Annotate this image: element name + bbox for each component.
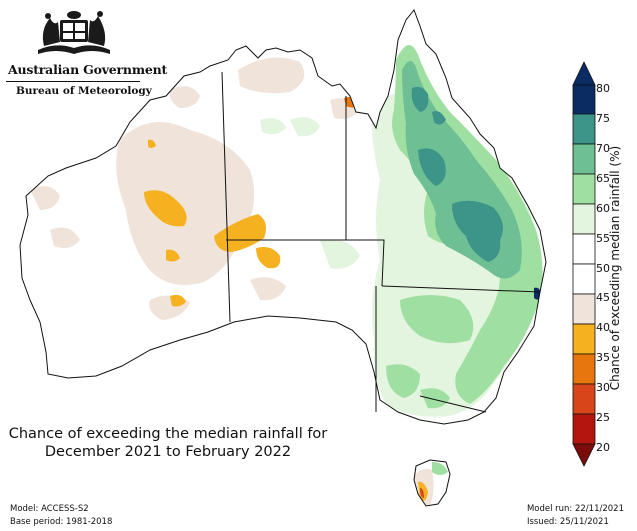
colorbar-tick: 20 [596,441,610,454]
mainland-rainfall-field [30,45,543,417]
colorbar-top-arrow [572,61,596,86]
colorbar-tick: 35 [596,351,610,364]
colorbar-tick: 75 [596,112,610,125]
issued-date: Issued: 25/11/2021 [526,517,609,527]
map-title-line2: December 2021 to February 2022 [44,444,292,460]
colorbar-tick: 45 [596,291,610,304]
header-divider [6,81,140,82]
colorbar-title: Chance of exceeding median rainfall (%) [608,145,622,391]
colorbar-tick: 50 [596,262,610,275]
map-title-line1: Chance of exceeding the median rainfall … [8,426,328,442]
tasmania-coastline [413,459,451,507]
coat-of-arms-logo [38,11,110,54]
colorbar-tick: 65 [596,172,610,185]
mainland-coastline [19,9,547,425]
tasmania-rainfall-field [414,460,450,506]
colorbar [572,61,596,467]
colorbar-tick: 40 [596,321,610,334]
colorbar-tick: 80 [596,82,610,95]
model-info: Model: ACCESS-S2 Base period: 1981-2018 [10,503,112,529]
colorbar-tick: 70 [596,142,610,155]
colorbar-tick: 55 [596,232,610,245]
base-period: Base period: 1981-2018 [10,517,113,527]
model-name: Model: ACCESS-S2 [10,504,89,514]
colorbar-bottom-arrow [572,443,596,467]
state-borders [221,71,541,413]
run-info: Model run: 22/11/2021 Issued: 25/11/2021 [527,503,624,529]
colorbar-tick: 30 [596,381,610,394]
government-name: Australian Government [8,62,168,77]
agency-name: Bureau of Meteorology [16,85,152,97]
model-run-date: Model run: 22/11/2021 [526,504,624,514]
colorbar-tick: 60 [596,202,610,215]
colorbar-tick: 25 [596,411,610,424]
map-title: Chance of exceeding the median rainfall … [0,425,336,461]
